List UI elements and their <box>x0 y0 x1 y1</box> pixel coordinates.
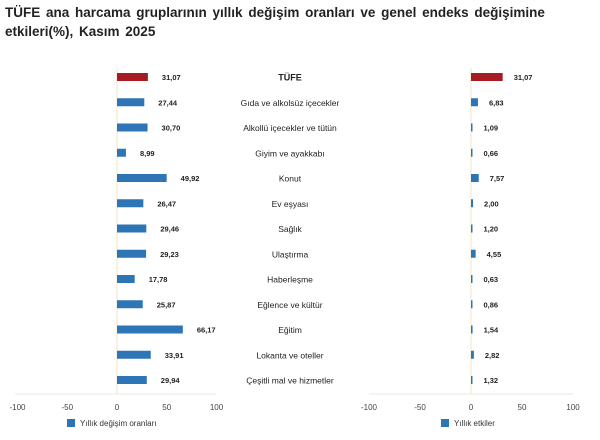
x-tick-label: -100 <box>9 403 26 412</box>
bar <box>471 376 473 384</box>
x-tick-label: -50 <box>414 403 426 412</box>
bar <box>117 73 148 81</box>
x-tick-label: -100 <box>361 403 378 412</box>
category-label: Eğlence ve kültür <box>257 300 322 310</box>
data-label: 27,44 <box>158 98 178 107</box>
data-label: 1,54 <box>484 326 499 335</box>
bar <box>117 249 147 258</box>
category-label: Gıda ve alkolsüz içecekler <box>241 98 340 108</box>
legend-label: Yıllık değişim oranları <box>80 419 156 428</box>
category-label: TÜFE <box>278 73 302 83</box>
bar <box>117 350 151 359</box>
x-tick-label: 50 <box>518 403 527 412</box>
x-tick-label: 50 <box>162 403 171 412</box>
x-tick-label: 0 <box>469 403 474 412</box>
data-label: 0,86 <box>484 300 499 309</box>
chart-title: TÜFE ana harcama gruplarının yıllık deği… <box>5 5 545 39</box>
data-label: 0,63 <box>484 275 499 284</box>
bar <box>471 325 473 334</box>
data-label: 31,07 <box>514 73 533 82</box>
bar <box>471 199 474 208</box>
legend-label: Yıllık etkiler <box>454 419 495 428</box>
data-label: 29,23 <box>160 250 179 259</box>
data-label: 29,46 <box>160 225 179 234</box>
data-label: 6,83 <box>489 98 504 107</box>
data-label: 2,00 <box>484 199 499 208</box>
data-label: 1,32 <box>484 376 499 385</box>
category-label: Çeşitli mal ve hizmetler <box>246 376 334 386</box>
bar <box>471 174 479 182</box>
category-label: Ev eşyası <box>272 199 309 209</box>
category-label: Alkollü içecekler ve tütün <box>243 123 337 133</box>
data-label: 17,78 <box>149 275 168 284</box>
category-label: Giyim ve ayakkabı <box>255 148 324 158</box>
bar <box>117 123 148 132</box>
data-label: 26,47 <box>157 199 176 208</box>
bar <box>471 98 478 107</box>
category-label: Eğitim <box>278 325 302 335</box>
data-label: 0,66 <box>484 149 499 158</box>
category-label: Konut <box>279 174 302 184</box>
data-label: 66,17 <box>197 326 216 335</box>
bar <box>117 98 145 107</box>
x-tick-label: 0 <box>115 403 120 412</box>
data-label: 2,82 <box>485 351 500 360</box>
bar <box>117 325 183 334</box>
bar <box>117 300 143 309</box>
data-label: 1,20 <box>484 225 499 234</box>
data-label: 7,57 <box>490 174 505 183</box>
category-label: Sağlık <box>278 224 302 234</box>
legend-swatch <box>441 419 449 427</box>
bar <box>117 199 144 208</box>
data-label: 31,07 <box>162 73 181 82</box>
data-label: 8,99 <box>140 149 155 158</box>
data-label: 33,91 <box>165 351 184 360</box>
bar <box>117 224 147 233</box>
bar <box>471 148 473 157</box>
x-tick-label: -50 <box>61 403 73 412</box>
category-label: Lokanta ve oteller <box>256 350 323 360</box>
bar <box>471 123 473 132</box>
bar <box>117 174 167 182</box>
data-label: 1,09 <box>484 124 499 133</box>
data-label: 49,92 <box>181 174 200 183</box>
data-label: 25,87 <box>157 300 176 309</box>
bar <box>471 224 473 233</box>
x-tick-label: 100 <box>210 403 224 412</box>
data-label: 30,70 <box>162 124 181 133</box>
bar <box>117 376 147 384</box>
bar <box>471 275 473 283</box>
bar <box>117 148 126 157</box>
bar <box>117 275 135 283</box>
x-tick-label: 100 <box>566 403 580 412</box>
category-label: Ulaştırma <box>272 249 309 259</box>
bar <box>471 73 503 81</box>
category-label: Haberleşme <box>267 275 313 285</box>
bar <box>471 249 476 258</box>
data-label: 4,55 <box>487 250 502 259</box>
bar <box>471 300 473 309</box>
bar <box>471 350 474 359</box>
data-label: 29,94 <box>161 376 181 385</box>
legend-swatch <box>67 419 75 427</box>
